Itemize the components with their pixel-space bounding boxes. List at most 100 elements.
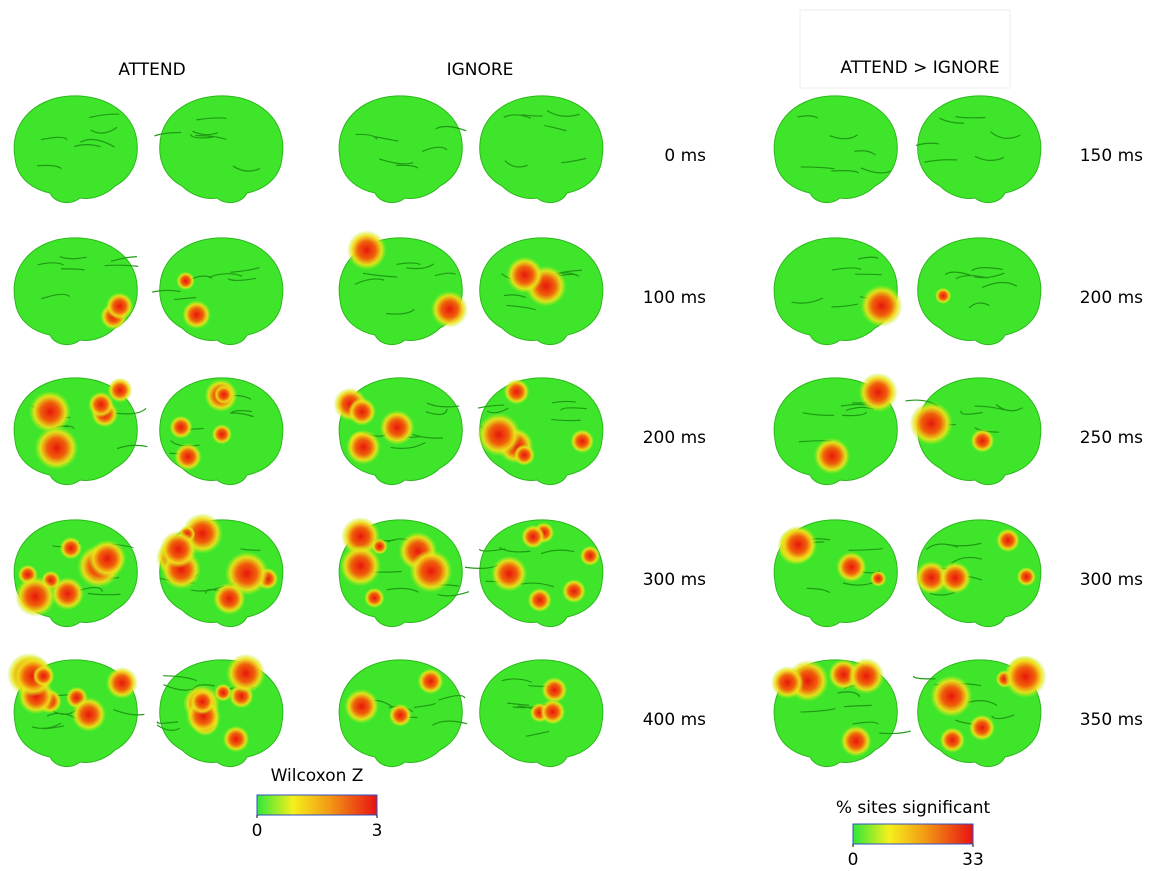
sulcus [974,405,1005,411]
sulcus [486,407,509,414]
activation [870,570,887,587]
activation [51,577,85,611]
time-label: 400 ms [643,710,706,730]
brain [156,513,284,628]
sulcus [73,144,101,148]
sulcus [879,730,911,735]
sulcus [151,289,181,293]
sulcus [829,134,858,140]
activation [430,290,468,328]
sulcus [435,125,467,132]
brain [773,237,903,346]
sulcus [163,675,198,682]
activation [521,524,545,549]
sulcus [955,274,988,280]
brain [13,519,138,628]
time-label: 300 ms [1080,570,1143,590]
sulcus [499,546,531,553]
sulcus [543,125,567,132]
sulcus [854,150,877,156]
sulcus [797,115,819,119]
brain [338,659,468,768]
time-label: 200 ms [1080,288,1143,308]
activation [939,561,972,594]
brain-panels [7,95,1047,768]
activation [379,410,415,445]
brain-surface [917,237,1042,346]
sulcus [991,714,1015,720]
activation [189,688,216,715]
brain [333,377,463,486]
sulcus [802,412,835,417]
brain-surface [13,95,138,204]
sulcus [156,724,181,731]
sulcus [551,418,581,422]
brain [773,372,898,486]
activation [222,725,250,753]
brain [13,237,139,346]
activation [1003,655,1047,698]
sulcus [156,721,179,724]
brain [13,377,148,486]
activation [169,415,193,439]
sulcus [113,709,145,716]
brain [154,95,284,204]
sulcus [925,543,959,551]
activation [939,727,965,753]
sulcus [89,113,120,119]
sulcus [800,708,836,713]
brain-surface [917,95,1042,204]
brain [338,516,470,628]
sulcus [939,117,965,124]
sulcus [37,164,62,170]
sulcus [561,157,587,164]
sulcus [842,411,868,417]
sulcus [526,730,550,737]
sulcus [374,136,399,142]
tick-label: 0 [252,821,263,841]
sulcus [831,170,860,174]
column-header: ATTEND > IGNORE [840,58,999,78]
activation [860,284,903,327]
activation [1016,567,1036,587]
sulcus [800,166,835,170]
sulcus [944,271,973,277]
brain [338,230,468,346]
activation [562,579,586,603]
activation [540,699,566,725]
sulcus [432,720,468,726]
sulcus [422,146,448,152]
sulcus [227,277,256,282]
tick-label: 3 [372,821,383,841]
sulcus [995,404,1023,412]
sulcus [426,402,460,408]
brain [912,655,1047,768]
activation [344,688,379,724]
sulcus [546,110,580,117]
brain-surface [159,95,284,204]
sulcus [87,592,121,596]
sulcus [390,441,426,449]
sulcus [971,267,1003,272]
column-header: ATTEND [118,60,185,80]
sulcus [116,444,148,450]
sulcus [504,160,528,168]
sulcus [412,433,444,439]
time-label: 350 ms [1080,710,1143,730]
sulcus [506,304,536,311]
time-label: 250 ms [1080,428,1143,448]
brain-surface [338,95,463,204]
sulcus [173,296,196,301]
sulcus [806,587,831,594]
sulcus [230,267,260,273]
sulcus [521,114,543,117]
activation [226,653,266,694]
activation [848,657,885,695]
brain [773,519,898,628]
activation [513,444,535,466]
sulcus [438,694,466,701]
activation [836,551,867,583]
activation [930,675,973,718]
sulcus [192,130,218,136]
